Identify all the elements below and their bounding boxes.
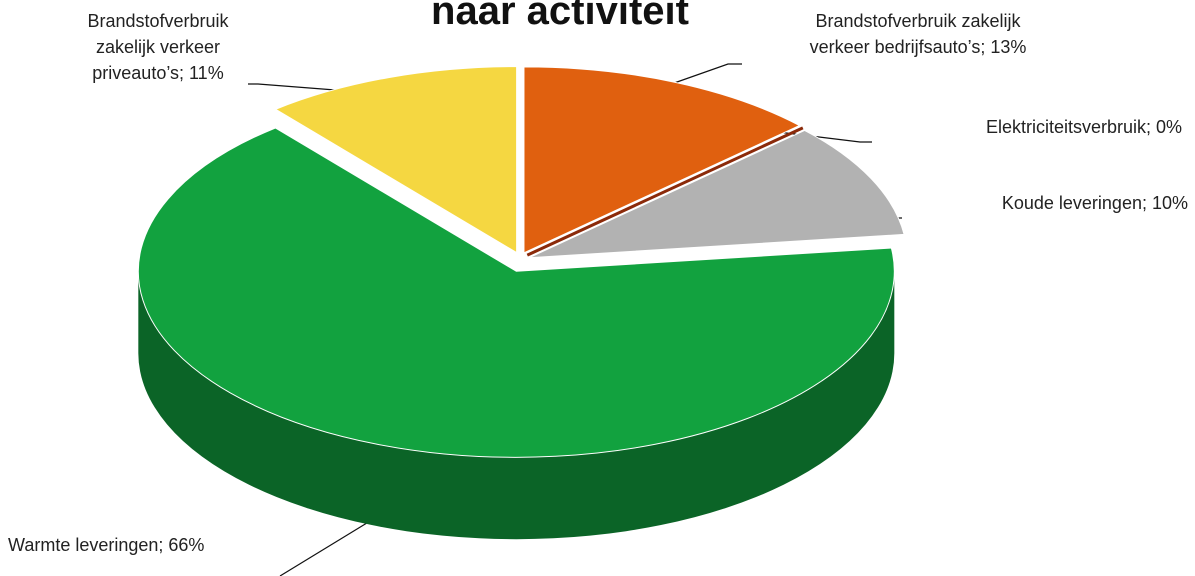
leader-line bbox=[279, 514, 381, 576]
data-label: Elektriciteitsverbruik; 0% bbox=[986, 117, 1182, 137]
pie-sides bbox=[138, 271, 895, 540]
chart-title: naar activiteit bbox=[431, 0, 689, 33]
data-label: Koude leveringen; 10% bbox=[1002, 193, 1188, 213]
pie-slice bbox=[528, 129, 905, 259]
data-label: verkeer bedrijfsauto’s; 13% bbox=[810, 37, 1027, 57]
leader-line bbox=[659, 63, 742, 89]
data-label: zakelijk verkeer bbox=[96, 37, 220, 57]
pie-slice bbox=[137, 127, 895, 458]
data-label: Brandstofverbruik zakelijk bbox=[815, 11, 1021, 31]
pie-tops bbox=[137, 66, 905, 458]
pie-slice bbox=[523, 66, 801, 254]
pie-side bbox=[138, 271, 895, 540]
data-label: Warmte leveringen; 66% bbox=[8, 535, 204, 555]
data-label: Brandstofverbruik bbox=[87, 11, 229, 31]
pie-slice bbox=[274, 66, 518, 254]
data-label: priveauto’s; 11% bbox=[92, 63, 223, 83]
